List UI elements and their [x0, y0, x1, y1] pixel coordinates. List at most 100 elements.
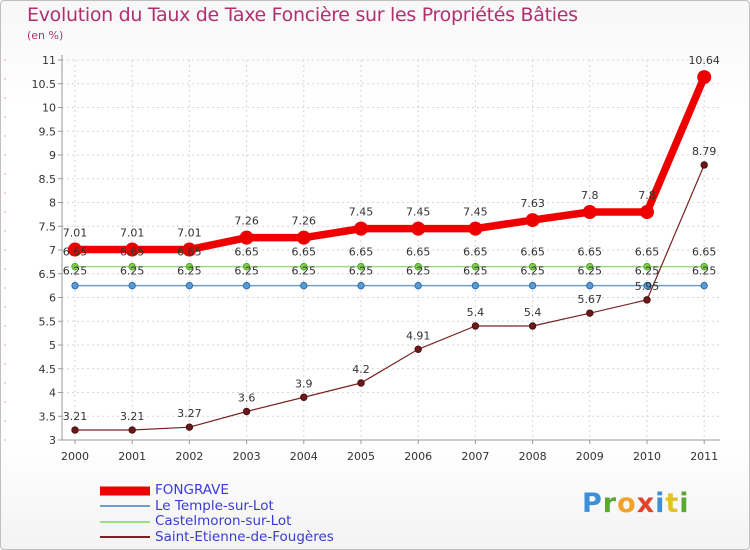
- data-point-saint-etienne-de-fougeres: [300, 393, 308, 401]
- y-tick-label: 9: [49, 149, 56, 162]
- data-label-castelmoron-sur-lot: 6.65: [234, 246, 259, 259]
- brand-letter: x: [636, 488, 656, 519]
- y-tick-label: 5.5: [39, 315, 57, 328]
- x-tick-label: 2001: [118, 450, 146, 463]
- data-point-castelmoron-sur-lot: [471, 262, 480, 271]
- data-label-castelmoron-sur-lot: 6.65: [63, 246, 88, 259]
- data-label-saint-etienne-de-fougeres: 8.79: [692, 145, 717, 158]
- data-label-saint-etienne-de-fougeres: 3.21: [63, 410, 88, 423]
- x-tick-label: 2006: [404, 450, 432, 463]
- data-label-le-temple-sur-lot: 6.25: [234, 265, 259, 278]
- axes: 3 3.5 4 4.5 5 5.5 6 6.5 7 7.5 8 8.5 9 9.5 10 10.5 11 2000…: [4, 54, 720, 463]
- series-layer: [68, 70, 712, 434]
- data-point-castelmoron-sur-lot: [700, 262, 708, 271]
- data-point-le-temple-sur-lot: [300, 281, 308, 290]
- data-point-castelmoron-sur-lot: [71, 262, 79, 271]
- data-point-le-temple-sur-lot: [586, 281, 594, 290]
- data-point-fongrave: [354, 221, 368, 236]
- data-label-saint-etienne-de-fougeres: 5.67: [578, 293, 603, 306]
- data-label-le-temple-sur-lot: 6.25: [177, 265, 202, 278]
- data-point-saint-etienne-de-fougeres: [242, 407, 251, 416]
- data-point-saint-etienne-de-fougeres: [128, 426, 136, 434]
- y-tick-label: 4: [49, 387, 56, 400]
- data-point-le-temple-sur-lot: [357, 281, 365, 290]
- data-point-le-temple-sur-lot: [242, 281, 251, 290]
- data-label-castelmoron-sur-lot: 6.65: [177, 246, 202, 259]
- y-axis-unit-label: (en %): [27, 29, 64, 42]
- data-label-castelmoron-sur-lot: 6.65: [292, 246, 317, 259]
- y-tick-label: 3.5: [39, 410, 57, 423]
- data-label-fongrave: 7.45: [406, 206, 431, 219]
- data-point-castelmoron-sur-lot: [528, 262, 537, 271]
- data-label-le-temple-sur-lot: 6.25: [463, 265, 488, 278]
- data-point-fongrave: [411, 221, 426, 236]
- data-point-castelmoron-sur-lot: [414, 262, 422, 271]
- data-point-castelmoron-sur-lot: [128, 262, 136, 271]
- legend-label-saint-etienne-de-fougeres: Saint-Etienne-de-Fougères: [155, 528, 334, 545]
- brand-letter: t: [665, 488, 680, 519]
- data-label-le-temple-sur-lot: 6.25: [578, 265, 603, 278]
- data-point-fongrave: [697, 70, 712, 85]
- legend-label-castelmoron-sur-lot: Castelmoron-sur-Lot: [155, 513, 292, 529]
- data-point-castelmoron-sur-lot: [357, 262, 365, 271]
- chart-title: Evolution du Taux de Taxe Foncière sur l…: [27, 4, 578, 26]
- legend-swatch-le-temple-sur-lot: [100, 505, 150, 508]
- data-label-fongrave: 7.01: [63, 227, 88, 240]
- data-label-le-temple-sur-lot: 6.25: [635, 265, 660, 278]
- x-tick-label: 2009: [576, 450, 604, 463]
- data-point-saint-etienne-de-fougeres: [586, 309, 594, 317]
- y-tick-label: 9.5: [39, 125, 57, 138]
- data-point-fongrave: [125, 242, 140, 257]
- x-tick-label: 2005: [347, 450, 375, 463]
- brand-letter: i: [679, 488, 690, 519]
- data-point-le-temple-sur-lot: [414, 281, 422, 290]
- data-point-castelmoron-sur-lot: [185, 262, 194, 271]
- data-label-castelmoron-sur-lot: 6.65: [349, 246, 374, 259]
- data-label-fongrave: 7.01: [177, 227, 202, 240]
- data-label-fongrave: 7.8: [638, 189, 656, 202]
- data-label-saint-etienne-de-fougeres: 5.95: [635, 280, 660, 293]
- data-label-fongrave: 7.8: [581, 189, 599, 202]
- data-label-castelmoron-sur-lot: 6.65: [463, 246, 488, 259]
- data-point-le-temple-sur-lot: [700, 281, 708, 290]
- legend-label-fongrave: FONGRAVE: [155, 482, 229, 498]
- data-label-castelmoron-sur-lot: 6.65: [578, 246, 603, 259]
- y-tick-label: 6: [49, 292, 56, 305]
- data-point-fongrave: [239, 230, 254, 245]
- y-tick-label: 8.5: [39, 173, 57, 186]
- brand-letter: i: [655, 488, 666, 519]
- data-point-fongrave: [68, 242, 82, 257]
- data-label-saint-etienne-de-fougeres: 4.91: [406, 329, 431, 342]
- data-point-saint-etienne-de-fougeres: [528, 322, 537, 330]
- legend-swatch-saint-etienne-de-fougeres: [100, 536, 150, 539]
- data-label-castelmoron-sur-lot: 6.65: [635, 246, 660, 259]
- data-point-fongrave: [582, 205, 597, 219]
- data-point-castelmoron-sur-lot: [643, 262, 651, 271]
- y-tick-label: 6.5: [39, 268, 57, 281]
- x-tick-label: 2008: [519, 450, 547, 463]
- data-label-saint-etienne-de-fougeres: 5.4: [467, 306, 485, 319]
- x-tick-label: 2010: [633, 450, 661, 463]
- data-label-castelmoron-sur-lot: 6.65: [692, 246, 717, 259]
- data-label-saint-etienne-de-fougeres: 5.4: [524, 306, 542, 319]
- data-point-saint-etienne-de-fougeres: [471, 322, 480, 330]
- data-label-castelmoron-sur-lot: 6.65: [406, 246, 431, 259]
- data-point-saint-etienne-de-fougeres: [643, 296, 651, 304]
- data-label-le-temple-sur-lot: 6.25: [692, 265, 717, 278]
- data-point-castelmoron-sur-lot: [300, 262, 308, 271]
- data-point-fongrave: [640, 205, 654, 219]
- y-tick-label: 4.5: [39, 363, 57, 376]
- brand-letter: r: [602, 488, 618, 519]
- data-point-castelmoron-sur-lot: [586, 262, 594, 271]
- data-label-le-temple-sur-lot: 6.25: [520, 265, 545, 278]
- data-label-castelmoron-sur-lot: 6.65: [520, 246, 545, 259]
- data-label-le-temple-sur-lot: 6.25: [349, 265, 374, 278]
- x-tick-label: 2011: [690, 450, 718, 463]
- data-label-saint-etienne-de-fougeres: 3.21: [120, 410, 145, 423]
- data-point-fongrave: [182, 242, 197, 257]
- data-label-saint-etienne-de-fougeres: 3.6: [238, 392, 256, 405]
- data-point-saint-etienne-de-fougeres: [414, 345, 422, 353]
- y-tick-label: 5: [49, 339, 56, 352]
- x-tick-label: 2002: [175, 450, 203, 463]
